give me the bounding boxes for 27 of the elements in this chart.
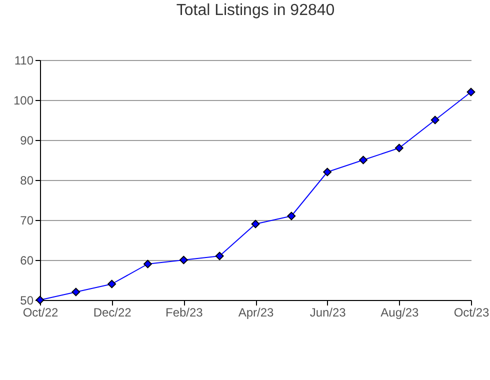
point <box>394 144 404 152</box>
y-tick-label: 110 <box>14 54 34 68</box>
y-tick-label: 70 <box>20 214 34 228</box>
x-tick-label: Feb/23 <box>165 306 204 320</box>
x-tick-label: Jun/23 <box>310 306 346 320</box>
x-tick-label: Apr/23 <box>238 306 274 320</box>
y-tick-label: 90 <box>20 134 34 148</box>
y-tick-label: 50 <box>20 294 34 308</box>
point <box>72 288 80 296</box>
x-tick-label: Dec/22 <box>93 306 132 320</box>
point <box>144 260 152 268</box>
point <box>179 256 188 264</box>
point <box>287 212 296 220</box>
y-tick-label: 80 <box>20 174 34 188</box>
point <box>430 116 440 124</box>
point <box>215 252 224 260</box>
point <box>323 168 332 176</box>
point <box>108 280 116 288</box>
y-tick-label: 60 <box>20 254 34 268</box>
point <box>251 220 260 228</box>
x-tick-label: Oct/22 <box>22 306 58 320</box>
chart-title: Total Listings in 92840 <box>176 2 335 19</box>
point <box>466 88 476 96</box>
x-tick-label: Oct/23 <box>454 306 490 320</box>
point <box>359 156 368 164</box>
x-tick-label: Aug/23 <box>380 306 420 320</box>
y-tick-label: 100 <box>13 94 34 108</box>
